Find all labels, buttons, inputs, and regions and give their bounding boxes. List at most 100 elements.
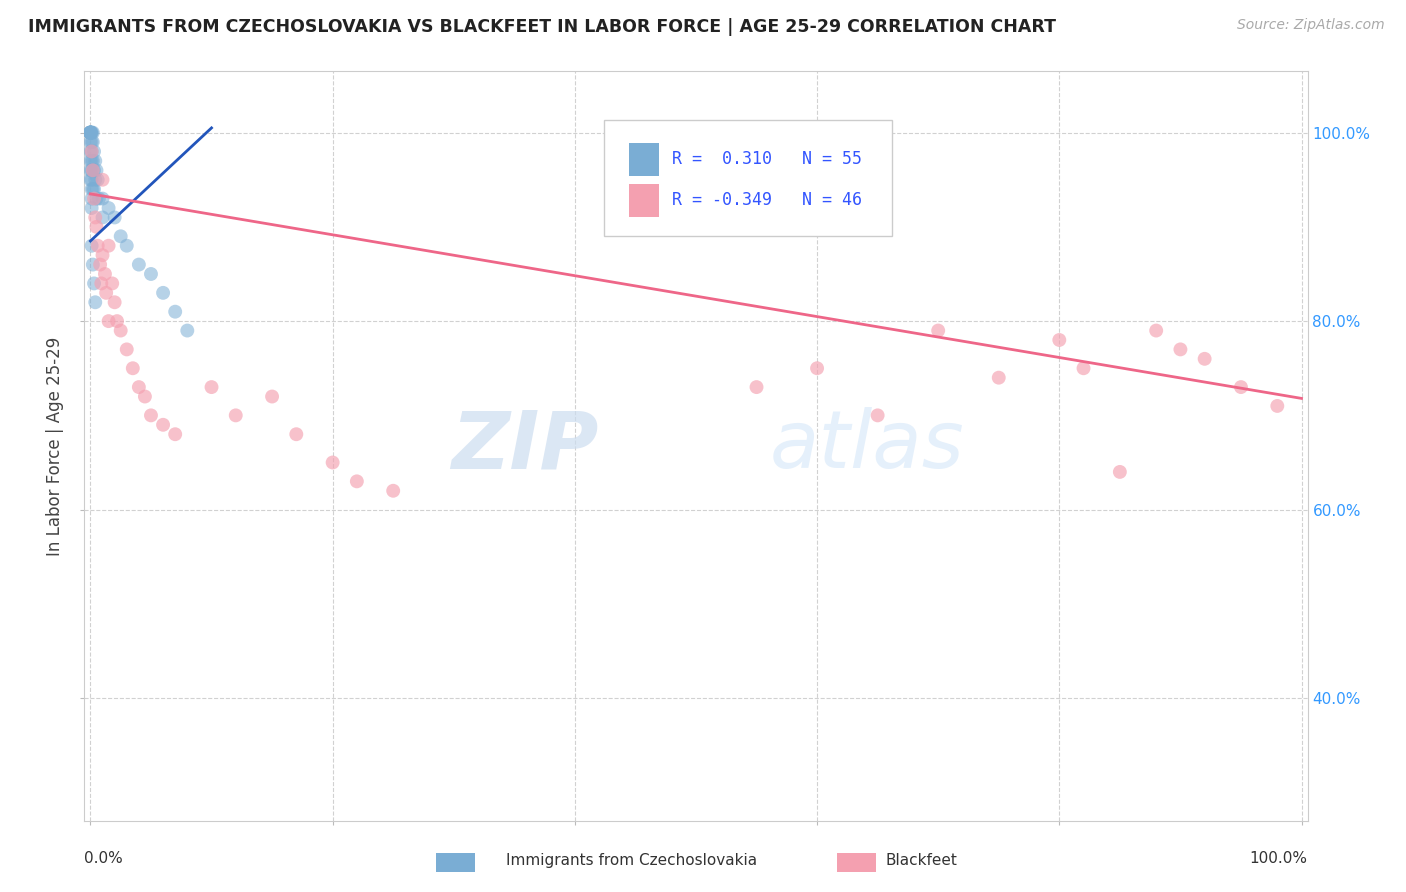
Point: [80, 182, 103, 196]
Point: [79, 126, 101, 140]
Point: [79, 126, 101, 140]
Point: [105, 314, 128, 328]
Point: [97, 238, 120, 252]
Point: [84, 173, 107, 187]
Point: [1108, 465, 1130, 479]
Point: [79, 126, 101, 140]
Text: R = -0.349   N = 46: R = -0.349 N = 46: [672, 191, 862, 210]
Point: [97, 314, 120, 328]
Point: [83, 163, 105, 178]
Point: [91, 248, 114, 262]
Point: [83, 182, 105, 196]
Point: [1230, 380, 1253, 394]
Point: [80, 126, 103, 140]
Point: [152, 417, 174, 432]
Point: [139, 409, 162, 423]
Point: [745, 380, 768, 394]
Text: 100.0%: 100.0%: [1250, 851, 1308, 865]
Point: [110, 324, 132, 338]
Point: [90, 277, 112, 291]
Point: [94, 267, 117, 281]
Point: [806, 361, 828, 376]
Point: [97, 201, 120, 215]
Point: [128, 258, 150, 272]
Point: [262, 390, 284, 404]
Point: [80, 163, 103, 178]
Point: [91, 173, 114, 187]
Point: [1170, 343, 1192, 357]
Point: [79, 126, 101, 140]
Point: [79, 126, 101, 140]
Point: [91, 211, 114, 225]
Point: [1194, 351, 1216, 366]
Point: [80, 153, 103, 168]
Point: [83, 145, 105, 159]
Point: [80, 173, 103, 187]
Point: [82, 163, 104, 178]
Point: [1144, 324, 1167, 338]
Point: [927, 324, 949, 338]
Point: [1073, 361, 1095, 376]
Point: [1265, 399, 1288, 413]
Point: [104, 211, 127, 225]
Point: [79, 126, 101, 140]
Text: Blackfeet: Blackfeet: [886, 854, 957, 868]
Point: [79, 126, 101, 140]
Point: [110, 229, 132, 244]
Point: [79, 145, 101, 159]
Point: [86, 173, 108, 187]
Point: [79, 126, 101, 140]
Point: [1047, 333, 1070, 347]
Point: [79, 126, 101, 140]
Point: [139, 267, 162, 281]
Text: Immigrants from Czechoslovakia: Immigrants from Czechoslovakia: [506, 854, 758, 868]
Point: [79, 135, 101, 149]
Point: [79, 173, 101, 187]
Point: [82, 153, 104, 168]
Point: [79, 153, 101, 168]
Text: 0.0%: 0.0%: [84, 851, 124, 865]
Point: [96, 285, 118, 300]
Y-axis label: In Labor Force | Age 25-29: In Labor Force | Age 25-29: [46, 336, 65, 556]
Point: [91, 192, 114, 206]
Point: [115, 238, 138, 252]
Point: [80, 238, 103, 252]
Text: ZIP: ZIP: [451, 407, 598, 485]
Point: [200, 380, 222, 394]
Point: [86, 163, 108, 178]
FancyBboxPatch shape: [605, 120, 891, 236]
Point: [80, 145, 103, 159]
Point: [80, 126, 103, 140]
Bar: [628, 143, 659, 177]
Point: [134, 390, 156, 404]
Point: [152, 285, 174, 300]
Point: [79, 163, 101, 178]
Point: [346, 475, 368, 489]
Text: IMMIGRANTS FROM CZECHOSLOVAKIA VS BLACKFEET IN LABOR FORCE | AGE 25-29 CORRELATI: IMMIGRANTS FROM CZECHOSLOVAKIA VS BLACKF…: [28, 18, 1056, 36]
Point: [79, 126, 101, 140]
Point: [104, 295, 127, 310]
Point: [86, 238, 108, 252]
Text: atlas: atlas: [769, 407, 965, 485]
Point: [84, 295, 107, 310]
Point: [84, 211, 107, 225]
Point: [82, 258, 104, 272]
Point: [225, 409, 247, 423]
Point: [86, 219, 108, 234]
Point: [82, 163, 104, 178]
Point: [322, 455, 344, 469]
Point: [80, 192, 103, 206]
Point: [82, 135, 104, 149]
Point: [80, 201, 103, 215]
Point: [82, 126, 104, 140]
Point: [83, 277, 105, 291]
Point: [80, 135, 103, 149]
Point: [285, 427, 308, 442]
Point: [128, 380, 150, 394]
Point: [866, 409, 889, 423]
Bar: [628, 184, 659, 218]
Point: [83, 192, 105, 206]
Point: [101, 277, 124, 291]
Point: [987, 370, 1010, 384]
Point: [89, 258, 111, 272]
